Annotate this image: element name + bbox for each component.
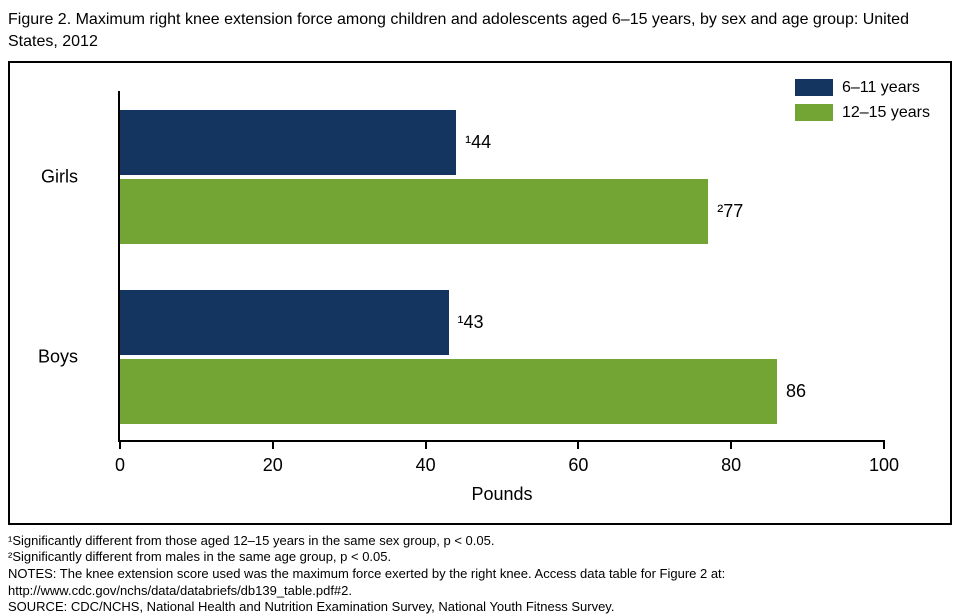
legend-label-6-11-years: 6–11 years [841,78,920,96]
legend-swatch-12-15-years [794,104,833,122]
bar-boys-6-11-years [120,289,449,355]
x-tick-mark [730,439,733,449]
x-tick-label: 40 [415,454,436,475]
bar-girls-12-15-years [120,178,709,244]
x-tick-mark [577,439,580,449]
plot-area: Pounds Girls ¹44 ²77 Boys ¹43 86 0 20 40 60 80 100 [38,90,899,504]
footnote-1: ¹Significantly different from those aged… [8,532,495,548]
bar-value-label: ¹43 [457,311,484,332]
x-tick-label: 100 [868,454,900,475]
x-tick-mark [883,439,885,449]
x-tick-mark [119,439,121,449]
legend-item-12-15: 12–15 years [794,103,930,122]
footnotes: ¹Significantly different from those aged… [0,525,960,616]
footnote-notes: NOTES: The knee extension score used was… [8,566,726,582]
x-tick-label: 20 [262,454,283,475]
figure-title: Figure 2. Maximum right knee extension f… [8,11,909,51]
x-axis-label: Pounds [471,483,533,504]
footnote-2: ²Significantly different from males in t… [8,549,392,565]
footnote-source: SOURCE: CDC/NCHS, National Health and Nu… [8,599,615,615]
category-label-girls: Girls [41,166,78,187]
chart-frame: Pounds Girls ¹44 ²77 Boys ¹43 86 0 20 40 60 80 100 … [8,60,952,525]
bar-girls-6-11-years [120,109,457,175]
bar-value-label: ²77 [717,200,744,221]
legend: 6–11 years 12–15 years [794,78,930,129]
bar-row: ²77 [120,178,884,244]
legend-label-12-15-years: 12–15 years [841,103,930,121]
bar-value-label: ¹44 [465,131,492,152]
x-tick-label: 80 [721,454,742,475]
bar-row: ¹44 [120,109,884,175]
x-tick-mark [271,439,274,449]
bar-row: ¹43 [120,289,884,355]
x-tick-label: 60 [568,454,589,475]
footnote-url: http://www.cdc.gov/nchs/data/databriefs/… [8,582,353,598]
x-tick-label: 0 [114,454,126,475]
category-label-boys: Boys [37,346,78,367]
x-tick-mark [424,439,427,449]
bar-row: 86 [120,358,884,424]
legend-item-6-11: 6–11 years [794,78,930,97]
legend-swatch-6-11-years [794,79,833,97]
bar-boys-12-15-years [120,358,778,424]
bar-value-label: 86 [786,380,807,401]
